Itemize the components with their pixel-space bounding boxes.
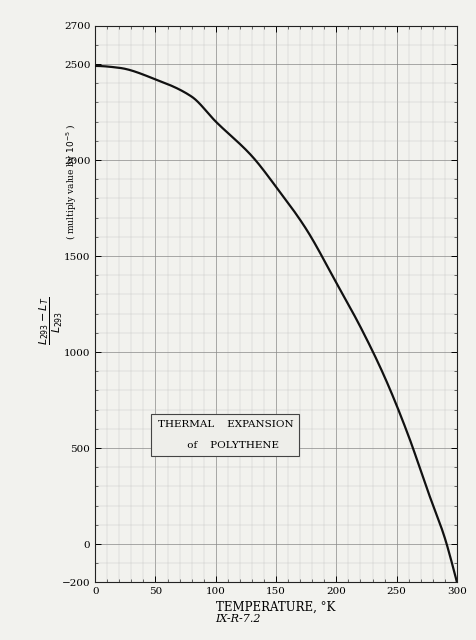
X-axis label: TEMPERATURE, °K: TEMPERATURE, °K: [217, 600, 336, 613]
Text: THERMAL    EXPANSION

     of    POLYTHENE: THERMAL EXPANSION of POLYTHENE: [158, 420, 293, 450]
Text: IX-R-7.2: IX-R-7.2: [215, 614, 261, 624]
Text: ( multiply value by $10^{-5}$ ): ( multiply value by $10^{-5}$ ): [64, 124, 79, 240]
Text: $\dfrac{L_{293}-L_T}{L_{293}}$: $\dfrac{L_{293}-L_T}{L_{293}}$: [38, 296, 65, 345]
